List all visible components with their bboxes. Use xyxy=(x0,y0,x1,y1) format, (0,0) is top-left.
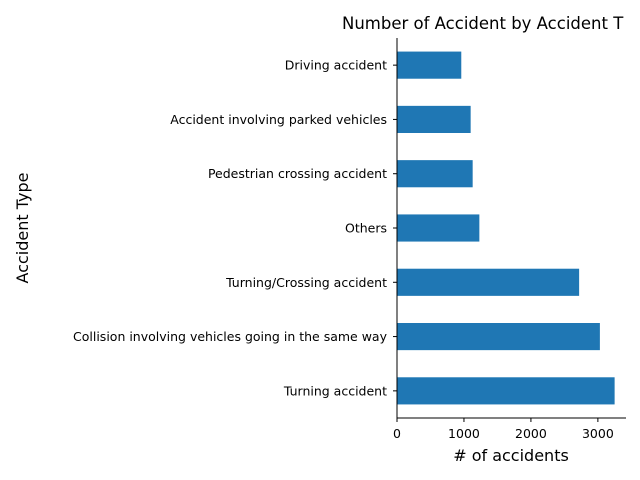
bar-1 xyxy=(397,323,600,351)
y-tick-label-4: Pedestrian crossing accident xyxy=(208,166,387,181)
x-axis-title: # of accidents xyxy=(453,446,569,465)
x-tick-label-0: 0 xyxy=(393,426,401,441)
y-tick-label-6: Driving accident xyxy=(285,58,387,73)
bar-4 xyxy=(397,160,473,188)
bar-3 xyxy=(397,214,480,242)
bar-5 xyxy=(397,105,471,133)
y-tick-label-3: Others xyxy=(345,221,387,236)
x-tick-label-3: 3000 xyxy=(582,426,614,441)
y-axis-title: Accident Type xyxy=(13,173,32,284)
x-axis-ticks: 0 1000 2000 3000 xyxy=(393,418,614,441)
bar-0 xyxy=(397,377,615,405)
bar-2 xyxy=(397,268,580,296)
bar-6 xyxy=(397,51,462,79)
y-tick-label-2: Turning/Crossing accident xyxy=(225,275,387,290)
chart-title: Number of Accident by Accident T xyxy=(342,14,624,33)
y-tick-label-5: Accident involving parked vehicles xyxy=(170,112,387,127)
y-tick-label-0: Turning accident xyxy=(283,383,387,398)
x-tick-label-1: 1000 xyxy=(448,426,480,441)
y-axis-ticks: Turning accident Collision involving vehi… xyxy=(73,58,397,398)
y-tick-label-1: Collision involving vehicles going in th… xyxy=(73,329,388,344)
x-tick-label-2: 2000 xyxy=(515,426,547,441)
bars-group xyxy=(397,51,615,405)
